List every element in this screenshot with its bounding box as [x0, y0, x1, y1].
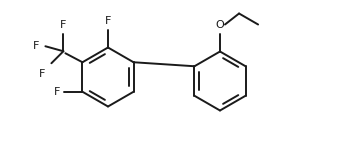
Text: F: F	[39, 69, 45, 79]
Text: F: F	[33, 41, 39, 51]
Text: O: O	[216, 19, 225, 30]
Text: F: F	[105, 16, 111, 25]
Text: F: F	[60, 20, 67, 30]
Text: F: F	[54, 87, 60, 97]
